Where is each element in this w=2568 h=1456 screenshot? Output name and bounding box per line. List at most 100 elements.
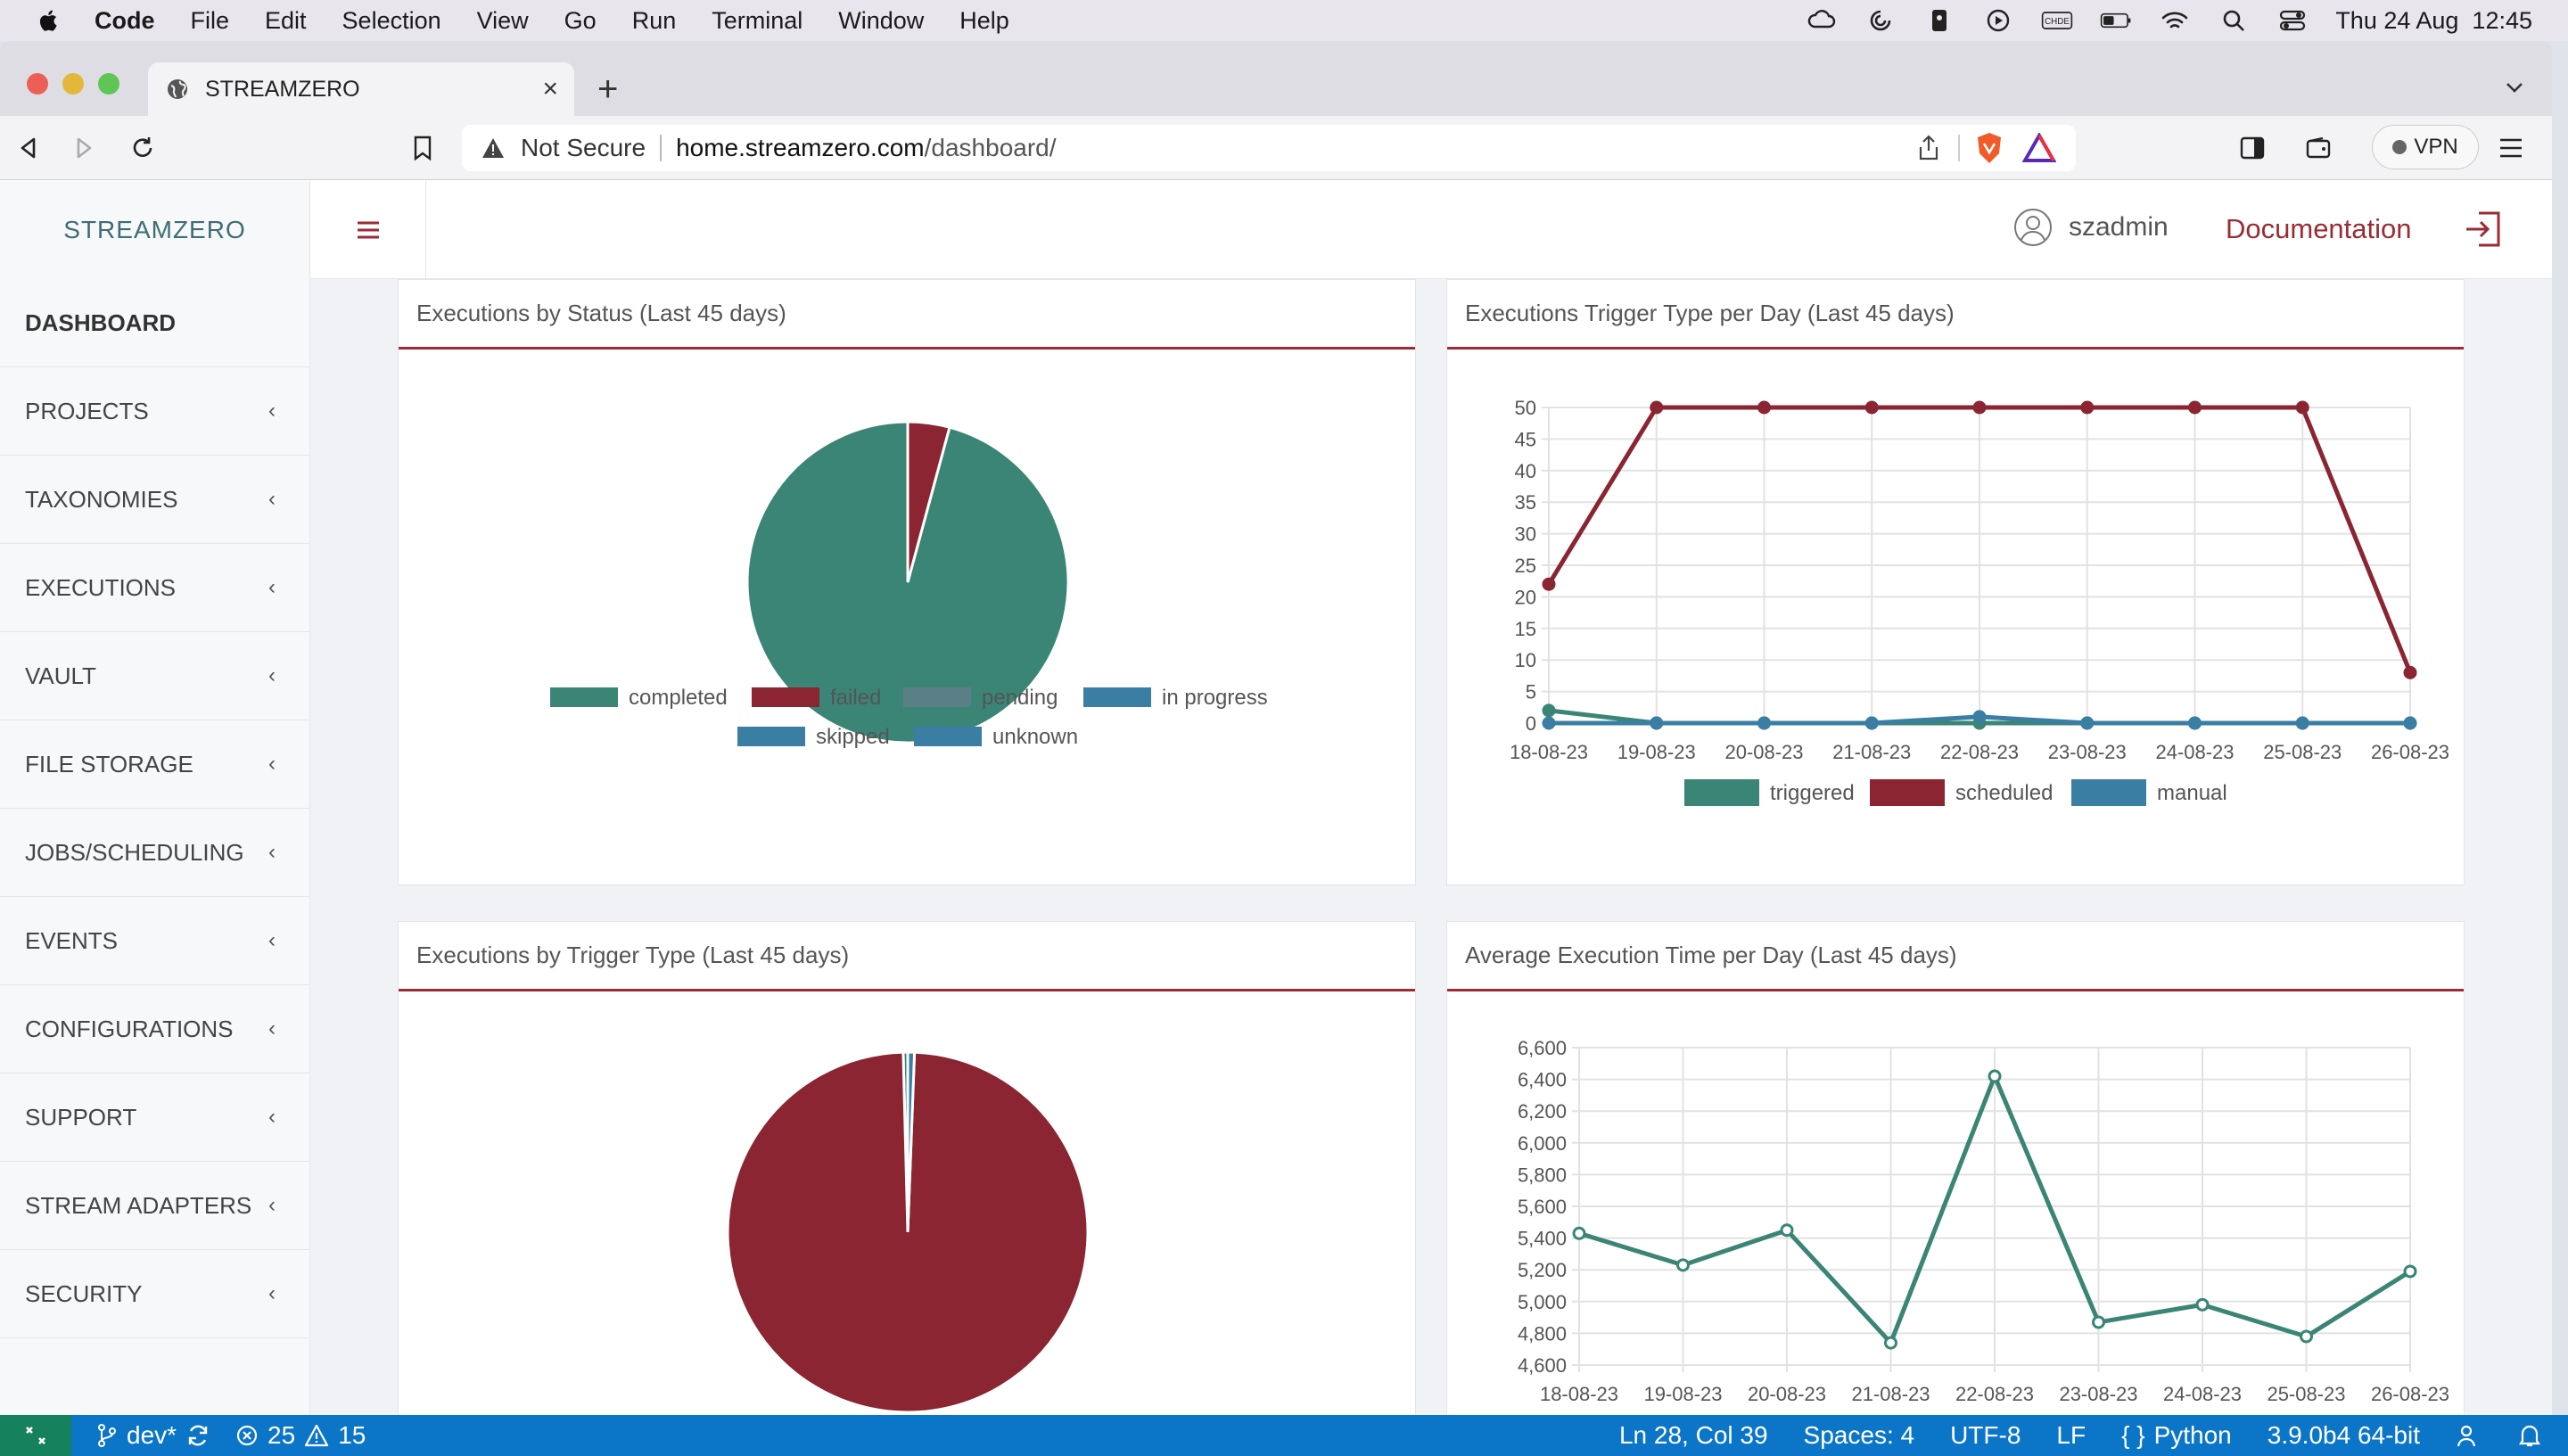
status-bar-right: Ln 28, Col 39 Spaces: 4 UTF-8 LF { } Pyth… bbox=[1619, 1415, 2541, 1456]
sidebar-item-security[interactable]: SECURITY ‹ bbox=[0, 1250, 309, 1338]
python-interpreter[interactable]: 3.9.0b4 64-bit bbox=[2267, 1421, 2420, 1449]
sidebar-item-support[interactable]: SUPPORT ‹ bbox=[0, 1073, 309, 1162]
card-title: Executions by Status (Last 45 days) bbox=[399, 280, 1415, 350]
badge-icon[interactable] bbox=[1923, 8, 1955, 33]
y-tick-label: 5,000 bbox=[1518, 1291, 1567, 1313]
sync-icon[interactable] bbox=[185, 1423, 210, 1448]
brave-rewards-icon[interactable] bbox=[2022, 133, 2056, 163]
wifi-icon[interactable] bbox=[2159, 8, 2191, 33]
legend-label: completed bbox=[629, 686, 728, 710]
chevron-left-icon: ‹ bbox=[268, 752, 276, 776]
sidebar-toggle-icon[interactable] bbox=[2236, 132, 2268, 164]
chevron-down-icon[interactable] bbox=[2504, 77, 2525, 98]
sidebar-item-label: VAULT bbox=[25, 662, 96, 689]
svg-text:CHDE: CHDE bbox=[2045, 17, 2070, 27]
legend-swatch bbox=[1083, 687, 1151, 707]
menu-view[interactable]: View bbox=[476, 6, 529, 34]
notification-bell-icon[interactable] bbox=[2518, 1423, 2541, 1448]
remote-indicator-icon[interactable] bbox=[0, 1415, 71, 1456]
vpn-button[interactable]: VPN bbox=[2372, 125, 2479, 169]
battery-icon[interactable] bbox=[2100, 8, 2132, 33]
wallet-icon[interactable] bbox=[2302, 132, 2334, 164]
not-secure-label[interactable]: Not Secure bbox=[521, 134, 646, 161]
menu-file[interactable]: File bbox=[190, 6, 230, 34]
menu-selection[interactable]: Selection bbox=[342, 6, 441, 34]
sidebar-item-events[interactable]: EVENTS ‹ bbox=[0, 897, 309, 985]
indentation[interactable]: Spaces: 4 bbox=[1803, 1421, 1915, 1449]
sidebar-item-configurations[interactable]: CONFIGURATIONS ‹ bbox=[0, 985, 309, 1073]
spotlight-search-icon[interactable] bbox=[2218, 8, 2250, 33]
y-tick-label: 6,400 bbox=[1518, 1069, 1567, 1091]
y-tick-label: 5,600 bbox=[1518, 1196, 1567, 1218]
user-menu[interactable]: szadmin bbox=[2013, 208, 2169, 247]
window-minimize-button[interactable] bbox=[62, 73, 84, 95]
cloud-icon[interactable] bbox=[1806, 8, 1838, 33]
menubar-clock[interactable]: Thu 24 Aug 12:45 bbox=[2335, 6, 2532, 34]
git-branch[interactable]: dev* bbox=[96, 1421, 210, 1450]
legend-swatch bbox=[1684, 779, 1759, 806]
y-tick-label: 40 bbox=[1515, 460, 1536, 482]
address-bar[interactable]: Not Secure home.streamzero.com /dashboar… bbox=[462, 125, 2076, 171]
sidebar-item-label: SECURITY bbox=[25, 1279, 143, 1307]
documentation-link[interactable]: Documentation bbox=[2226, 213, 2412, 244]
forward-button[interactable] bbox=[68, 132, 100, 164]
sidebar-item-stream-adapters[interactable]: STREAM ADAPTERS ‹ bbox=[0, 1162, 309, 1250]
menu-run[interactable]: Run bbox=[631, 6, 677, 34]
browser-menu-icon[interactable] bbox=[2495, 132, 2527, 164]
x-tick-label: 23-08-23 bbox=[2048, 741, 2127, 763]
play-circle-icon[interactable] bbox=[1982, 8, 2014, 33]
new-tab-button[interactable]: + bbox=[597, 70, 619, 109]
sidebar-item-jobs-scheduling[interactable]: JOBS/SCHEDULING ‹ bbox=[0, 809, 309, 897]
reload-button[interactable] bbox=[127, 132, 159, 164]
menu-go[interactable]: Go bbox=[564, 6, 597, 34]
x-tick-label: 18-08-23 bbox=[1510, 741, 1588, 763]
logout-icon[interactable] bbox=[2463, 210, 2502, 249]
apple-icon[interactable] bbox=[36, 7, 62, 34]
sidebar-item-vault[interactable]: VAULT ‹ bbox=[0, 632, 309, 720]
macos-menubar: Code File Edit Selection View Go Run Ter… bbox=[0, 0, 2568, 41]
legend-label: unknown bbox=[992, 725, 1078, 749]
sync-icon[interactable] bbox=[1864, 8, 1897, 33]
chde-icon[interactable]: CHDE bbox=[2041, 8, 2073, 33]
menu-help[interactable]: Help bbox=[959, 6, 1009, 34]
share-icon[interactable] bbox=[1917, 135, 1940, 161]
browser-tab[interactable]: STREAMZERO × bbox=[148, 62, 574, 116]
username-label: szadmin bbox=[2069, 212, 2169, 242]
sidebar-item-label: STREAM ADAPTERS bbox=[25, 1191, 252, 1219]
sidebar-item-projects[interactable]: PROJECTS ‹ bbox=[0, 367, 309, 456]
menu-edit[interactable]: Edit bbox=[265, 6, 307, 34]
cursor-position[interactable]: Ln 28, Col 39 bbox=[1618, 1421, 1768, 1449]
y-tick-label: 0 bbox=[1526, 712, 1536, 735]
tab-close-icon[interactable]: × bbox=[542, 74, 558, 103]
vpn-label: VPN bbox=[2414, 135, 2458, 159]
problems-indicator[interactable]: 25 15 bbox=[235, 1421, 366, 1450]
pie-slice-failed bbox=[906, 420, 951, 583]
x-tick-label: 21-08-23 bbox=[1832, 741, 1911, 763]
menu-app-name[interactable]: Code bbox=[95, 6, 155, 34]
brave-shields-icon[interactable] bbox=[1974, 131, 2004, 165]
sidebar-item-dashboard[interactable]: DASHBOARD bbox=[0, 279, 309, 367]
data-point bbox=[1572, 1226, 1586, 1240]
x-tick-label: 20-08-23 bbox=[1724, 741, 1803, 763]
globe-icon bbox=[168, 79, 187, 99]
menubar-status-area: CHDE Thu 24 Aug 12:45 bbox=[1806, 0, 2532, 41]
menu-window[interactable]: Window bbox=[838, 6, 925, 34]
account-icon[interactable] bbox=[2456, 1423, 2482, 1448]
sidebar-item-file-storage[interactable]: FILE STORAGE ‹ bbox=[0, 720, 309, 809]
sidebar-item-executions[interactable]: EXECUTIONS ‹ bbox=[0, 544, 309, 632]
user-avatar-icon bbox=[2014, 209, 2052, 246]
back-button[interactable] bbox=[12, 132, 45, 164]
menu-terminal[interactable]: Terminal bbox=[712, 6, 803, 34]
window-close-button[interactable] bbox=[27, 73, 48, 95]
language-mode[interactable]: { } Python bbox=[2121, 1421, 2232, 1450]
menu-toggle-button[interactable] bbox=[310, 181, 426, 279]
control-center-icon[interactable] bbox=[2276, 8, 2309, 33]
bookmark-button[interactable] bbox=[407, 132, 439, 164]
window-zoom-button[interactable] bbox=[98, 73, 119, 95]
sidebar-item-taxonomies[interactable]: TAXONOMIES ‹ bbox=[0, 456, 309, 544]
app-page: STREAMZERO szadmin Documentation DASHBOA… bbox=[0, 181, 2552, 1415]
encoding[interactable]: UTF-8 bbox=[1950, 1421, 2021, 1449]
brand-logo[interactable]: STREAMZERO bbox=[0, 181, 310, 279]
x-tick-label: 22-08-23 bbox=[1940, 741, 2019, 763]
line-ending[interactable]: LF bbox=[2056, 1421, 2086, 1449]
